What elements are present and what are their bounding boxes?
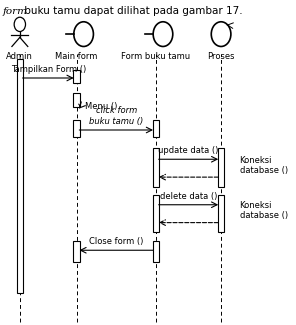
Text: click form
buku tamu (): click form buku tamu ()	[89, 106, 143, 126]
Bar	[153, 195, 159, 232]
Text: buku tamu dapat dilihat pada gambar 17.: buku tamu dapat dilihat pada gambar 17.	[21, 6, 243, 17]
Bar	[153, 148, 159, 187]
Text: Close form (): Close form ()	[89, 237, 143, 246]
Text: Tampilkan Form (): Tampilkan Form ()	[11, 65, 86, 74]
Text: Koneksi
database (): Koneksi database ()	[239, 156, 288, 176]
Text: Main form: Main form	[55, 52, 98, 61]
Text: Form buku tamu: Form buku tamu	[121, 52, 190, 61]
Bar	[73, 93, 80, 107]
Bar	[73, 120, 80, 136]
Bar	[73, 240, 80, 262]
Bar	[73, 70, 80, 83]
Text: Menu (): Menu ()	[85, 102, 118, 111]
Bar	[218, 195, 224, 232]
Text: Proses: Proses	[207, 52, 235, 61]
Text: form: form	[3, 6, 28, 16]
Bar	[218, 148, 224, 187]
Bar	[153, 120, 159, 136]
Text: delete data (): delete data ()	[160, 191, 217, 201]
Bar	[17, 58, 23, 292]
Bar	[153, 240, 159, 262]
Text: Koneksi
database (): Koneksi database ()	[239, 201, 288, 220]
Text: Admin: Admin	[7, 52, 33, 61]
Text: update data (): update data ()	[158, 146, 219, 155]
